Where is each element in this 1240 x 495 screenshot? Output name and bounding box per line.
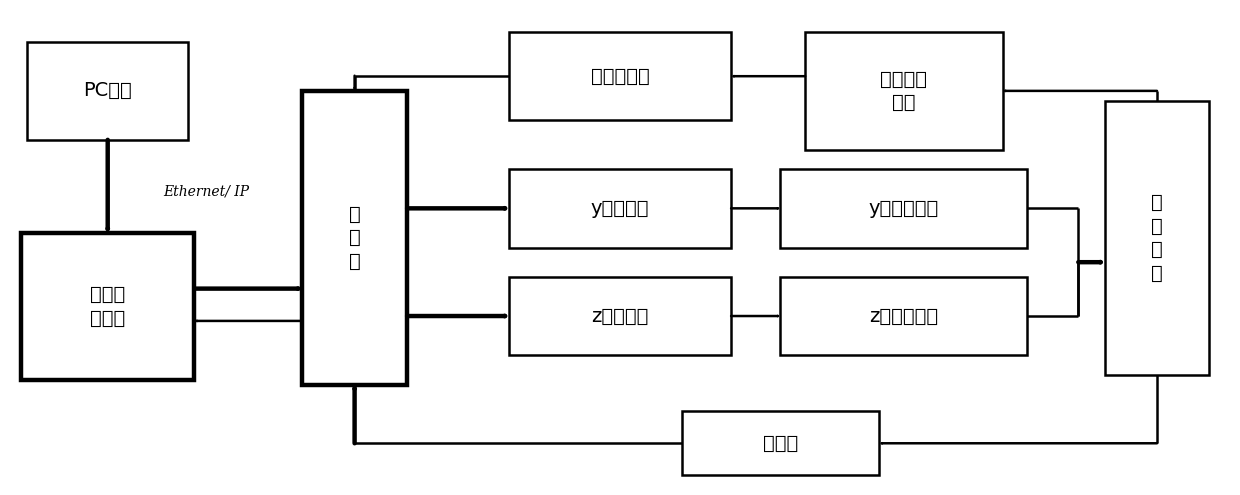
Bar: [21, 233, 195, 380]
Bar: [682, 411, 879, 475]
Bar: [508, 32, 732, 120]
Bar: [805, 32, 1003, 149]
Text: 信号放大器: 信号放大器: [590, 67, 650, 86]
Bar: [27, 42, 188, 140]
Text: y轴驱动器: y轴驱动器: [590, 199, 650, 218]
Text: z轴驱动器: z轴驱动器: [591, 306, 649, 326]
Text: 工
具
末
端: 工 具 末 端: [1151, 193, 1163, 283]
Bar: [780, 277, 1028, 355]
Bar: [780, 169, 1028, 248]
Bar: [1105, 100, 1209, 375]
Text: z轴运动机构: z轴运动机构: [869, 306, 939, 326]
Text: 嵌入式
控制器: 嵌入式 控制器: [91, 285, 125, 328]
Text: PC主机: PC主机: [83, 81, 133, 100]
Text: 端
子
板: 端 子 板: [348, 205, 361, 271]
Bar: [508, 169, 732, 248]
Bar: [508, 277, 732, 355]
Text: y轴运动机构: y轴运动机构: [869, 199, 939, 218]
Bar: [303, 91, 407, 385]
Text: 三维力传
感器: 三维力传 感器: [880, 70, 928, 112]
Text: 编码器: 编码器: [763, 434, 799, 453]
Text: Ethernet/ IP: Ethernet/ IP: [164, 184, 249, 198]
